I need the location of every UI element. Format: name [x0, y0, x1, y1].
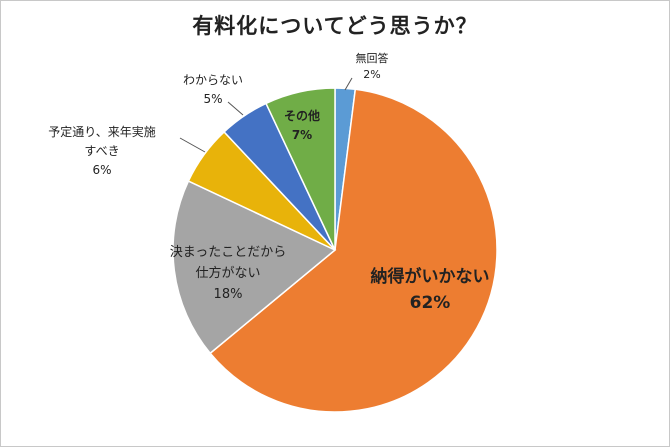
slice-label-2: 決まったことだから仕方がない 18%	[170, 245, 286, 302]
slice-label-3: 予定通り、来年実施すべき 6%	[48, 124, 156, 177]
slice-value-5: 7%	[292, 128, 312, 142]
pie-slice-1	[209, 88, 498, 413]
slice-value-2: 18%	[214, 287, 243, 302]
slice-label-5: その他 7%	[284, 108, 320, 142]
leader-line-4	[227, 101, 244, 116]
slice-label-4: わからない 5%	[183, 73, 243, 106]
slice-value-1: 62%	[410, 293, 451, 313]
pie-slice-5	[265, 87, 336, 251]
slice-value-3: 6%	[92, 163, 111, 177]
pie-slice-2	[172, 180, 337, 355]
slice-value-0: 2%	[363, 68, 380, 81]
leader-line-0	[344, 77, 353, 91]
chart-title: 有料化についてどう思うか？	[192, 14, 478, 38]
slice-label-1: 納得がいかない 62%	[371, 266, 490, 313]
slice-label-0: 無回答 2%	[356, 51, 389, 81]
leader-line-3	[179, 137, 206, 153]
slice-value-4: 5%	[203, 92, 222, 106]
